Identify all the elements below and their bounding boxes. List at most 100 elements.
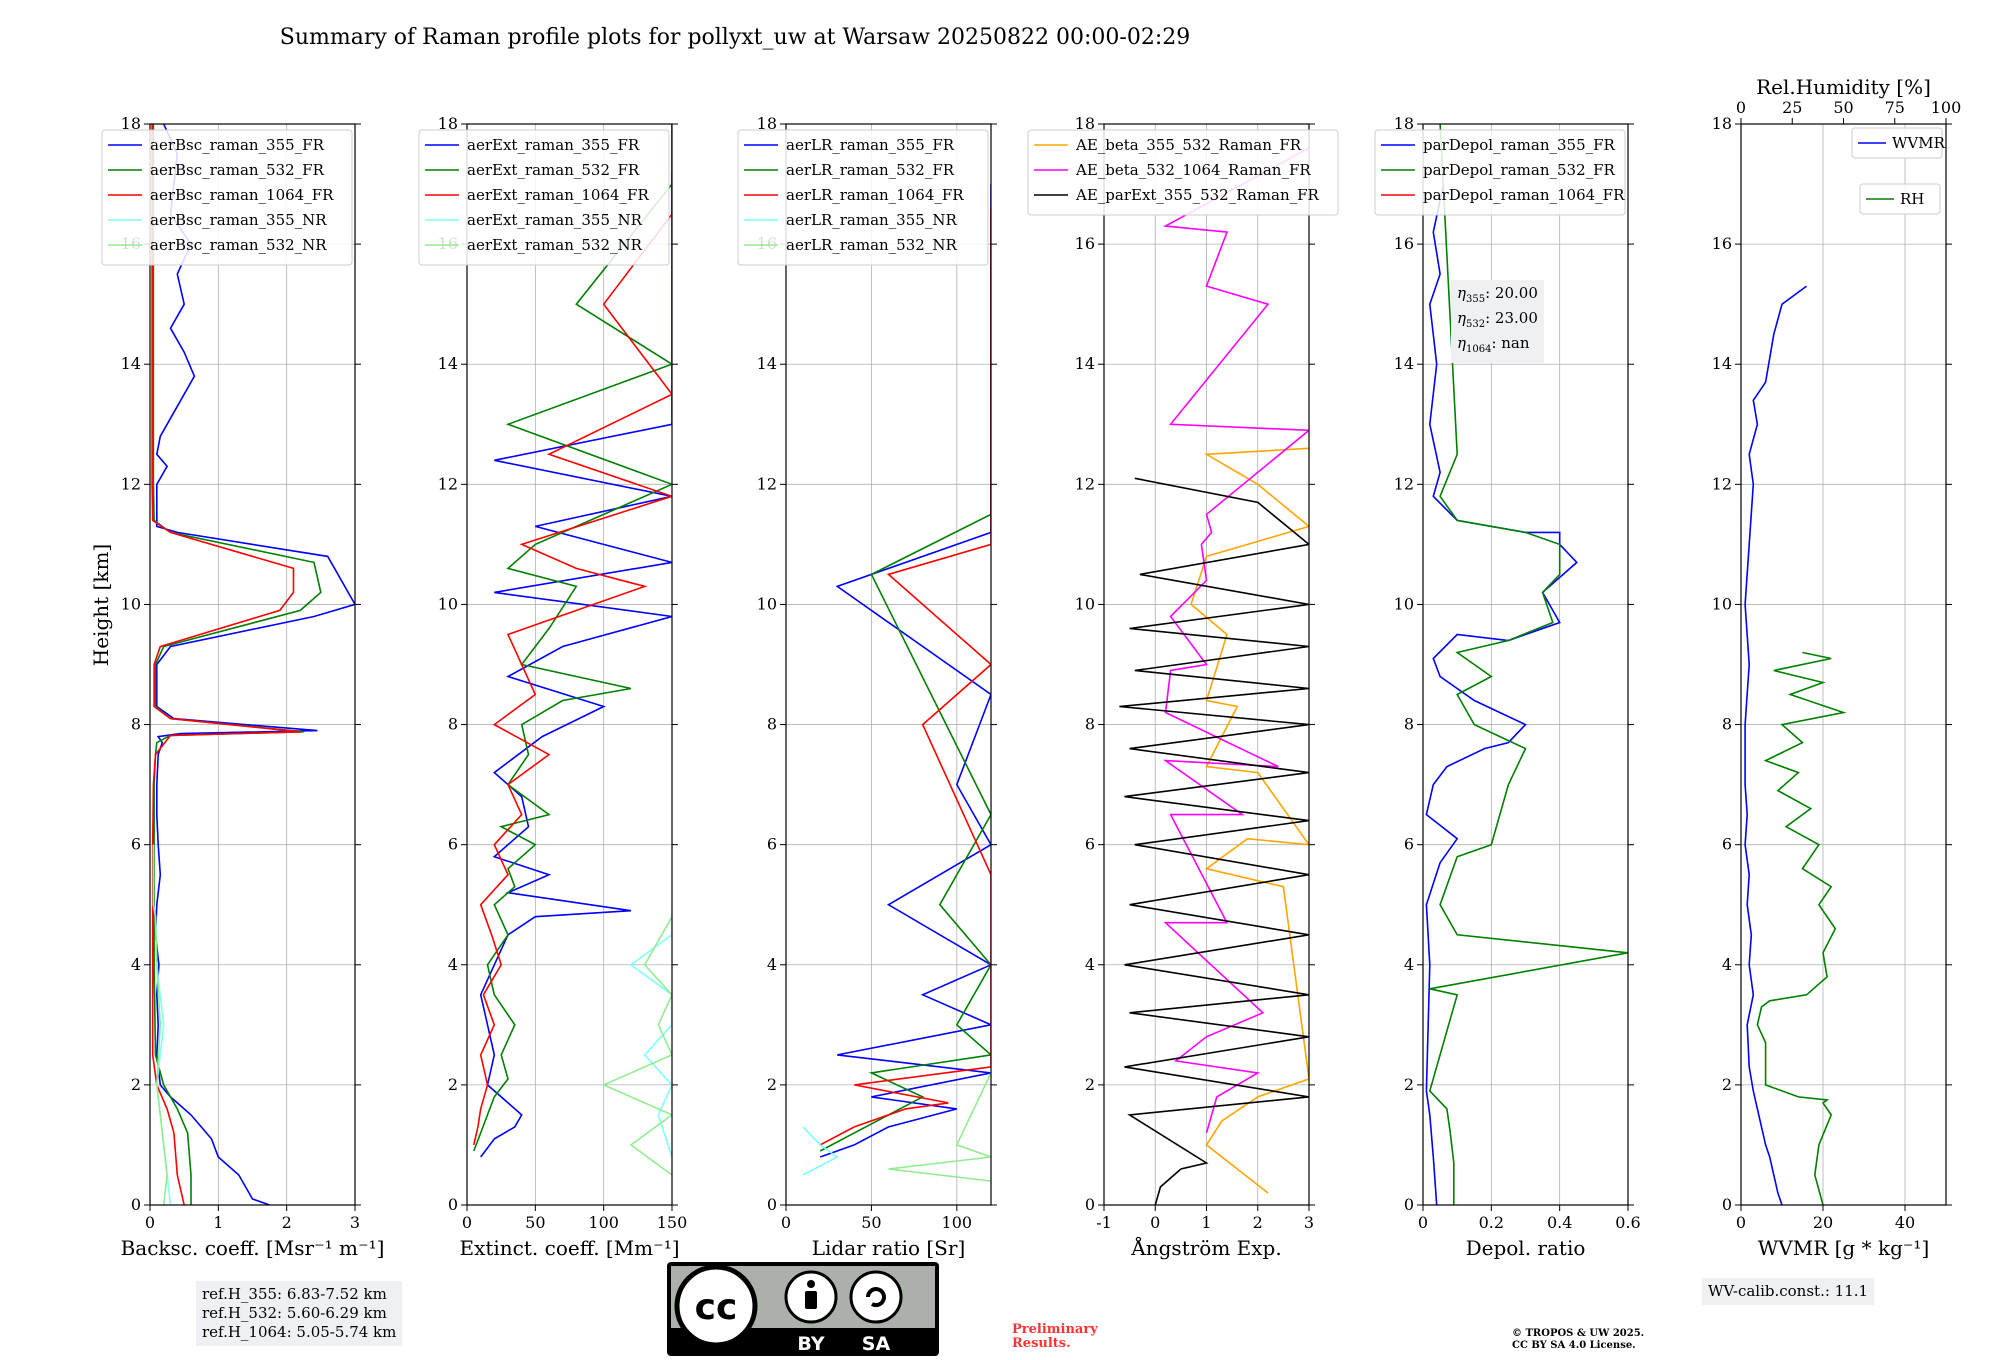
legend-box	[1859, 183, 1941, 215]
y-tick-label: 16	[1712, 234, 1732, 253]
legend-box	[1851, 127, 1943, 159]
legend-entry: AE_beta_532_1064_Raman_FR	[1075, 161, 1311, 179]
y-tick-label: 0	[131, 1195, 141, 1214]
y-tick-label: 6	[767, 835, 777, 854]
y-tick-label: 12	[1712, 474, 1732, 493]
y-tick-label: 10	[757, 594, 777, 613]
x2-tick-label: 75	[1885, 98, 1905, 117]
legend-entry: aerExt_raman_355_NR	[467, 211, 643, 229]
x-axis-label: Backsc. coeff. [Msr⁻¹ m⁻¹]	[121, 1236, 385, 1260]
axes-frame	[149, 123, 356, 1206]
legend-entry: aerBsc_raman_532_FR	[150, 161, 325, 179]
legend-box	[101, 129, 353, 266]
legend-entry: parDepol_raman_532_FR	[1423, 161, 1616, 179]
legend-box	[737, 129, 989, 266]
legend-entry: aerBsc_raman_355_FR	[150, 136, 325, 154]
series-line-aerExt_raman_355_FR	[479, 124, 672, 1158]
y-tick-label: 4	[448, 955, 458, 974]
series-line-AE_beta_532_1064_Raman_FR	[1162, 147, 1309, 1134]
eta-1064: η1064: nan	[1457, 334, 1530, 355]
x-tick-label: 0	[1736, 1213, 1746, 1232]
axes-frame	[1422, 123, 1629, 1206]
y-tick-label: 14	[438, 354, 458, 373]
legend: WVMR RH	[1851, 127, 1946, 215]
series-line-aerLR_raman_355_NR	[802, 1126, 839, 1176]
eta-532: η532: 23.00	[1457, 309, 1538, 330]
legend-box	[418, 129, 670, 266]
y-tick-label: 0	[448, 1195, 458, 1214]
y-tick-label: 2	[1085, 1075, 1095, 1094]
y-tick-label: 0	[1722, 1195, 1732, 1214]
legend-entry: aerLR_raman_532_FR	[786, 161, 955, 179]
y-tick-label: 8	[1404, 715, 1414, 734]
series-line-aerBsc_raman_532_FR	[152, 124, 322, 1205]
series-line-WVMR	[1744, 285, 1808, 1205]
y-tick-label: 6	[448, 835, 458, 854]
y-tick-label: 14	[121, 354, 141, 373]
legend-box	[1027, 129, 1339, 216]
x-tick-label: -1	[1096, 1213, 1112, 1232]
legend-entry: aerExt_raman_355_FR	[467, 136, 640, 154]
y-tick-label: 14	[1075, 354, 1095, 373]
legend-entry: aerLR_raman_355_NR	[786, 211, 957, 229]
x-axis-label: Lidar ratio [Sr]	[812, 1236, 966, 1260]
legend-entry: WVMR	[1892, 134, 1946, 152]
series-line-parDepol_raman_532_FR	[1428, 124, 1628, 1205]
legend: AE_beta_355_532_Raman_FR AE_beta_532_1064…	[1027, 129, 1339, 216]
eta-box: η355: 20.00 η532: 23.00 η1064: nan	[1451, 280, 1544, 363]
x-tick-label: 50	[525, 1213, 545, 1232]
x-axis-label: Depol. ratio	[1466, 1236, 1586, 1260]
by-person-icon	[807, 1280, 815, 1288]
legend-entry: aerLR_raman_1064_FR	[786, 186, 964, 204]
sa-arrow-icon	[866, 1287, 886, 1308]
y-tick-label: 6	[131, 835, 141, 854]
x2-axis-label: Rel.Humidity [%]	[1756, 75, 1931, 99]
y-tick-label: 14	[757, 354, 777, 373]
axes-frame	[1740, 123, 1947, 1206]
y-tick-label: 10	[1712, 594, 1732, 613]
y-tick-label: 12	[438, 474, 458, 493]
x-tick-label: 0.4	[1547, 1213, 1572, 1232]
legend-entry: aerBsc_raman_355_NR	[150, 211, 327, 229]
y-tick-label: 4	[131, 955, 141, 974]
x2-tick-label: 50	[1833, 98, 1853, 117]
x-tick-label: 0	[781, 1213, 791, 1232]
series-line-aerExt_raman_1064_FR	[473, 172, 672, 1146]
ref-heights-box: ref.H_355: 6.83-7.52 km ref.H_532: 5.60-…	[196, 1281, 403, 1346]
y-tick-label: 8	[448, 715, 458, 734]
y-tick-label: 0	[1085, 1195, 1095, 1214]
y-tick-label: 18	[438, 114, 458, 133]
panel-1: 0246810121416180123Backsc. coeff. [Msr⁻¹…	[101, 114, 385, 1260]
ref-height-355: ref.H_355: 6.83-7.52 km	[202, 1285, 387, 1303]
y-tick-label: 4	[767, 955, 777, 974]
y-tick-label: 10	[121, 594, 141, 613]
panel-2: 024681012141618050100150Extinct. coeff. …	[418, 114, 688, 1260]
series-line-aerBsc_raman_1064_FR	[151, 124, 301, 1205]
axes-frame	[785, 123, 992, 1206]
legend: aerExt_raman_355_FR aerExt_raman_532_FRae…	[418, 129, 670, 266]
series-line-aerExt_raman_532_NR	[601, 916, 672, 1176]
x-tick-label: 100	[942, 1213, 973, 1232]
series-line-aerLR_raman_355_FR	[819, 184, 991, 1158]
y-tick-label: 18	[1712, 114, 1732, 133]
series-line-aerExt_raman_355_NR	[629, 910, 672, 1158]
series-line-aerBsc_raman_355_FR	[154, 124, 355, 1205]
legend-entry: aerLR_raman_355_FR	[786, 136, 955, 154]
y-tick-label: 14	[1394, 354, 1414, 373]
y-tick-label: 18	[1075, 114, 1095, 133]
series-line-AE_beta_355_532_Raman_FR	[1190, 447, 1309, 1194]
y-tick-label: 0	[1404, 1195, 1414, 1214]
x-tick-label: 20	[1813, 1213, 1833, 1232]
x-tick-label: 150	[657, 1213, 688, 1232]
y-tick-label: 8	[131, 715, 141, 734]
x2-tick-label: 25	[1782, 98, 1802, 117]
x-tick-label: 1	[213, 1213, 223, 1232]
series-line-aerExt_raman_532_FR	[473, 183, 672, 1152]
legend-entry: aerExt_raman_1064_FR	[467, 186, 649, 204]
x-tick-label: 0	[1418, 1213, 1428, 1232]
y-tick-label: 14	[1712, 354, 1732, 373]
cc-logo: cc	[695, 1287, 738, 1328]
y-tick-label: 10	[1394, 594, 1414, 613]
x-tick-label: 100	[588, 1213, 619, 1232]
x2-tick-label: 100	[1931, 98, 1962, 117]
